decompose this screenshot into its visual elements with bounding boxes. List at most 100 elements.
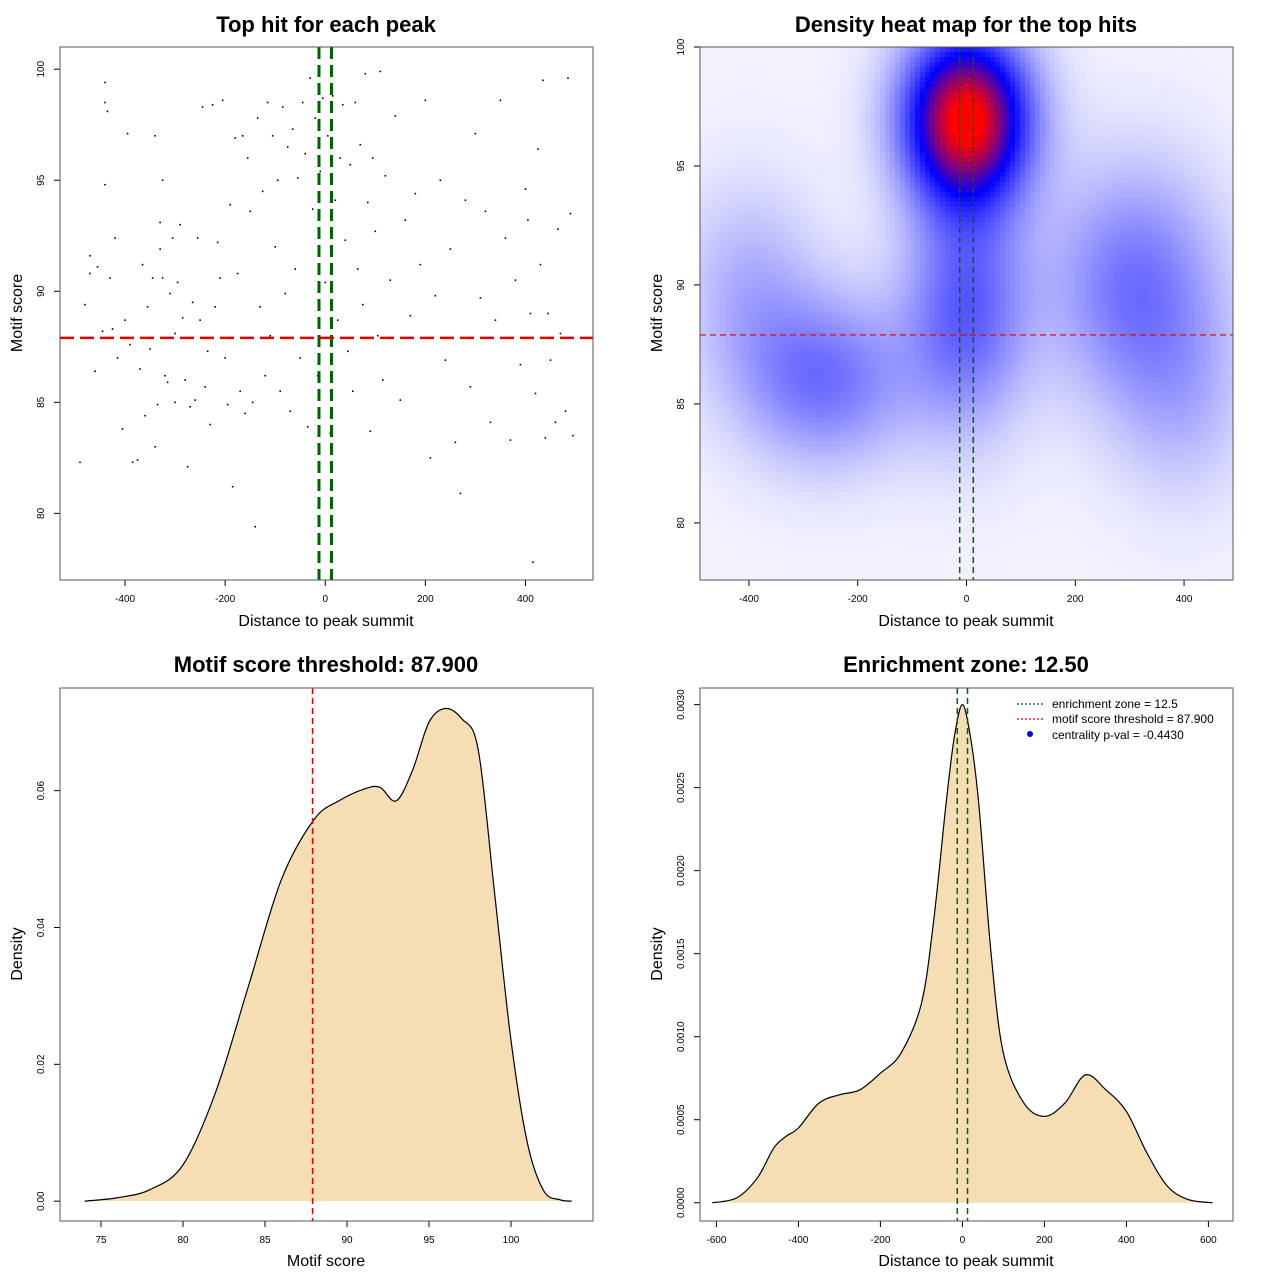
heatmap-cell [820,522,826,528]
heatmap-cell [835,337,841,343]
heatmap-cell [750,302,756,308]
heatmap-cell [880,207,886,213]
scatter-point [256,117,259,119]
heatmap-cell [715,167,721,173]
heatmap-cell [885,177,891,183]
heatmap-cell [785,392,791,398]
heatmap-cell [860,282,866,288]
heatmap-cell [800,122,806,128]
heatmap-cell [810,397,816,403]
heatmap-cell [915,472,921,478]
heatmap-cell [750,57,756,63]
heatmap-cell [740,317,746,323]
heatmap-cell [915,107,921,113]
heatmap-cell [880,182,886,188]
heatmap-cell [875,467,881,473]
heatmap-cell [840,412,846,418]
heatmap-cell [705,442,711,448]
heatmap-cell [880,532,886,538]
heatmap-cell [755,477,761,483]
y-tick-label: 95 [36,174,47,186]
heatmap-cell [800,537,806,543]
heatmap-cell [785,457,791,463]
heatmap-cell [720,352,726,358]
heatmap-cell [885,527,891,533]
heatmap-cell [865,62,871,68]
scatter-point [104,183,106,186]
heatmap-cell [730,502,736,508]
heatmap-cell [800,137,806,143]
heatmap-cell [760,162,766,168]
heatmap-cell [920,197,926,203]
heatmap-cell [885,142,891,148]
heatmap-cell [745,282,751,288]
heatmap-cell [730,167,736,173]
heatmap-cell [845,242,851,248]
heatmap-cell [760,157,766,163]
heatmap-cell [710,427,716,433]
heatmap-cell [865,227,871,233]
heatmap-cell [870,557,876,563]
heatmap-cell [770,422,776,428]
heatmap-cell [910,527,916,533]
heatmap-cell [760,62,766,68]
heatmap-cell [755,507,761,513]
heatmap-cell [830,242,836,248]
heatmap-cell [745,232,751,238]
heatmap-cell [805,107,811,113]
heatmap-cell [905,442,911,448]
heatmap-cell [760,347,766,353]
heatmap-cell [860,427,866,433]
heatmap-cell [790,352,796,358]
heatmap-cell [705,67,711,73]
heatmap-cell [805,137,811,143]
heatmap-cell [780,512,786,518]
heatmap-cell [890,92,896,98]
heatmap-cell [810,127,816,133]
heatmap-cell [745,542,751,548]
heatmap-cell [885,557,891,563]
heatmap-cell [825,377,831,383]
heatmap-cell [870,372,876,378]
heatmap-cell [795,247,801,253]
heatmap-cell [865,287,871,293]
heatmap-cell [785,397,791,403]
heatmap-cell [885,52,891,58]
heatmap-cell [905,377,911,383]
heatmap-cell [900,357,906,363]
heatmap-cell [805,172,811,178]
heatmap-cell [895,472,901,478]
heatmap-cell [765,522,771,528]
heatmap-cell [890,427,896,433]
heatmap-cell [825,432,831,438]
heatmap-cell [755,542,761,548]
heatmap-cell [765,532,771,538]
heatmap-cell [855,47,861,53]
heatmap-cell [785,147,791,153]
heatmap-cell [875,222,881,228]
heatmap-cell [740,112,746,118]
heatmap-cell [830,57,836,63]
scatter-point [181,317,184,319]
heatmap-cell [915,97,921,103]
heatmap-cell [890,212,896,218]
heatmap-cell [845,82,851,88]
heatmap-cell [795,397,801,403]
heatmap-cell [715,412,721,418]
heatmap-cell [815,282,821,288]
heatmap-cell [835,192,841,198]
heatmap-cell [790,47,796,53]
heatmap-cell [755,487,761,493]
heatmap-cell [835,507,841,513]
heatmap-cell [835,82,841,88]
heatmap-cell [790,137,796,143]
heatmap-cell [885,572,891,578]
heatmap-cell [720,462,726,468]
heatmap-cell [730,547,736,553]
heatmap-cell [740,277,746,283]
heatmap-cell [720,222,726,228]
heatmap-cell [760,287,766,293]
heatmap-cell [775,72,781,78]
heatmap-cell [715,502,721,508]
heatmap-cell [860,82,866,88]
